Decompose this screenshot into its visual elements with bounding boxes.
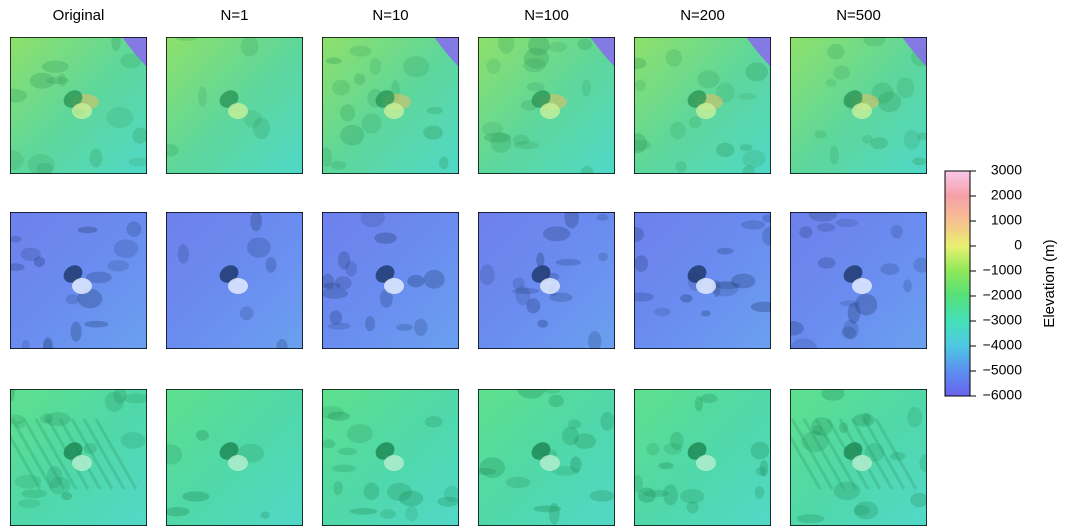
- colorbar-label: Elevation (m): [1041, 239, 1058, 327]
- column-title: N=10: [372, 7, 408, 24]
- column-title: N=500: [836, 7, 881, 24]
- image-tile: [322, 212, 459, 349]
- colorbar-tick-label: −5000: [983, 362, 1023, 378]
- colorbar-tick-label: −1000: [983, 262, 1023, 278]
- image-tile: [10, 37, 147, 174]
- image-tile: [790, 389, 927, 526]
- column-title: N=200: [680, 7, 725, 24]
- colorbar-tick-label: 1000: [991, 212, 1022, 228]
- colorbar-tick-label: 2000: [991, 187, 1022, 203]
- image-tile: [10, 212, 147, 349]
- image-tile: [322, 37, 459, 174]
- image-tile: [166, 212, 303, 349]
- image-tile: [166, 37, 303, 174]
- colorbar: [944, 170, 971, 397]
- column-title: N=100: [524, 7, 569, 24]
- colorbar-tick-label: −6000: [983, 387, 1023, 403]
- colorbar-tick-label: −4000: [983, 337, 1023, 353]
- image-tile: [634, 37, 771, 174]
- image-tile: [166, 389, 303, 526]
- image-tile: [634, 212, 771, 349]
- image-tile: [478, 212, 615, 349]
- column-title: Original: [53, 7, 105, 24]
- image-tile: [10, 389, 147, 526]
- image-tile: [790, 37, 927, 174]
- image-tile: [478, 37, 615, 174]
- image-tile: [790, 212, 927, 349]
- image-tile: [478, 389, 615, 526]
- colorbar-tick-label: 3000: [991, 162, 1022, 178]
- colorbar-tick-label: −3000: [983, 312, 1023, 328]
- image-tile: [634, 389, 771, 526]
- colorbar-tick-label: −2000: [983, 287, 1023, 303]
- colorbar-tick-label: 0: [1014, 237, 1022, 253]
- image-tile: [322, 389, 459, 526]
- column-title: N=1: [221, 7, 249, 24]
